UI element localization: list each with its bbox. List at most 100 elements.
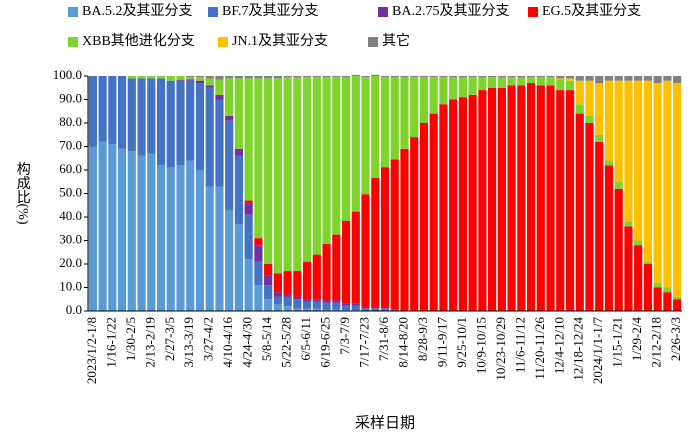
bar-segment: [254, 261, 263, 286]
bar-segment: [488, 76, 497, 78]
bar-segment: [536, 85, 545, 312]
bar-segment: [88, 146, 97, 311]
bar-segment: [468, 77, 477, 95]
bar-segment: [264, 285, 273, 300]
bar-segment: [546, 85, 555, 312]
bar-segment: [293, 308, 302, 311]
bar-segment: [244, 200, 253, 203]
bar-segment: [507, 76, 516, 78]
bar-segment: [468, 94, 477, 311]
x-tick-label: 7/3-7/9: [337, 317, 352, 355]
bar-segment: [575, 104, 584, 114]
bar-segment: [195, 76, 205, 78]
bar-segment: [195, 80, 205, 84]
bar-segment: [312, 77, 321, 255]
bar-segment: [283, 76, 292, 78]
bar-segment: [468, 76, 477, 78]
bar-segment: [361, 194, 370, 308]
bar-segment: [254, 245, 263, 262]
bar-segment: [264, 76, 273, 79]
bar-segment: [234, 148, 244, 156]
bar-segment: [186, 79, 195, 81]
y-tick-label: 50.0: [59, 184, 82, 199]
bar-segment: [332, 302, 341, 310]
bar-segment: [195, 77, 205, 81]
bar-segment: [88, 76, 97, 147]
legend-swatch: [208, 7, 218, 17]
bar-segment: [614, 188, 623, 311]
bar-segment: [98, 76, 107, 142]
y-tick-label: 10.0: [59, 278, 82, 293]
y-tick-label: 0.0: [66, 302, 82, 317]
bar-segment: [380, 77, 390, 168]
bar-segment: [556, 78, 565, 80]
bar-segment: [264, 264, 273, 276]
bar-segment: [234, 78, 244, 149]
x-tick-label: 2024/1/1-1/7: [590, 317, 605, 385]
x-tick-label: 3/27-4/2: [201, 317, 216, 361]
bar-segment: [517, 85, 526, 312]
x-tick-label: 10/9-10/15: [473, 317, 488, 374]
x-tick-label: 6/19-6/25: [318, 317, 333, 368]
legend-label: BA.2.75及其亚分支: [392, 3, 509, 19]
bar-segment: [653, 282, 662, 288]
bar-segment: [225, 115, 234, 121]
bar-segment: [273, 273, 282, 293]
bar-segment: [303, 261, 312, 300]
bar-segment: [341, 77, 351, 221]
bar-segment: [526, 76, 536, 78]
bar-segment: [634, 76, 643, 81]
x-tick-label: 8/28-9/3: [415, 317, 430, 361]
y-tick-label: 90.0: [59, 90, 82, 105]
bar-segment: [264, 78, 273, 264]
bar-segment: [303, 299, 312, 302]
bar-segment: [526, 77, 536, 84]
bar-segment: [439, 76, 448, 78]
bar-segment: [400, 76, 409, 78]
legend-label: 其它: [382, 32, 410, 49]
bar-segment: [653, 76, 662, 84]
bar-segment: [595, 141, 604, 311]
bar-segment: [371, 76, 380, 178]
bar-segment: [458, 97, 467, 312]
bar-segment: [478, 77, 487, 91]
bar-segment: [273, 78, 282, 274]
y-tick-label: 80.0: [59, 114, 82, 129]
bar-segment: [556, 79, 565, 91]
bar-segment: [166, 76, 175, 81]
bar-segment: [410, 76, 419, 78]
bar-segment: [186, 77, 195, 80]
bar-segment: [390, 77, 399, 160]
bar-segment: [585, 80, 594, 116]
bar-segment: [176, 76, 185, 80]
x-tick-label: 4/24-4/30: [240, 317, 255, 368]
bar-segment: [536, 76, 545, 78]
bar-segment: [312, 301, 321, 309]
bar-segment: [127, 78, 136, 152]
y-tick-label: 100.0: [53, 67, 82, 82]
bar-segment: [312, 254, 321, 300]
bar-segment: [312, 299, 321, 302]
bar-segment: [351, 76, 360, 212]
bar-segment: [205, 186, 214, 311]
bar-segment: [575, 113, 584, 311]
bar-segment: [293, 77, 302, 272]
bar-segment: [663, 76, 672, 81]
bar-segment: [624, 226, 633, 311]
bar-segment: [225, 120, 234, 210]
bar-segment: [283, 294, 292, 297]
bar-segment: [98, 141, 107, 311]
bar-segment: [108, 76, 117, 145]
bar-segment: [526, 83, 536, 311]
bar-segment: [176, 79, 185, 81]
bar-segment: [234, 155, 244, 225]
bar-segment: [273, 76, 282, 79]
bar-segment: [205, 76, 214, 79]
bar-segment: [322, 300, 331, 303]
bar-segment: [293, 271, 302, 297]
bar-segment: [507, 77, 516, 86]
legend-label: XBB其他进化分支: [82, 33, 195, 49]
bar-segment: [614, 76, 623, 81]
x-tick-label: 2/12-2/18: [649, 317, 664, 368]
bar-segment: [565, 90, 575, 311]
